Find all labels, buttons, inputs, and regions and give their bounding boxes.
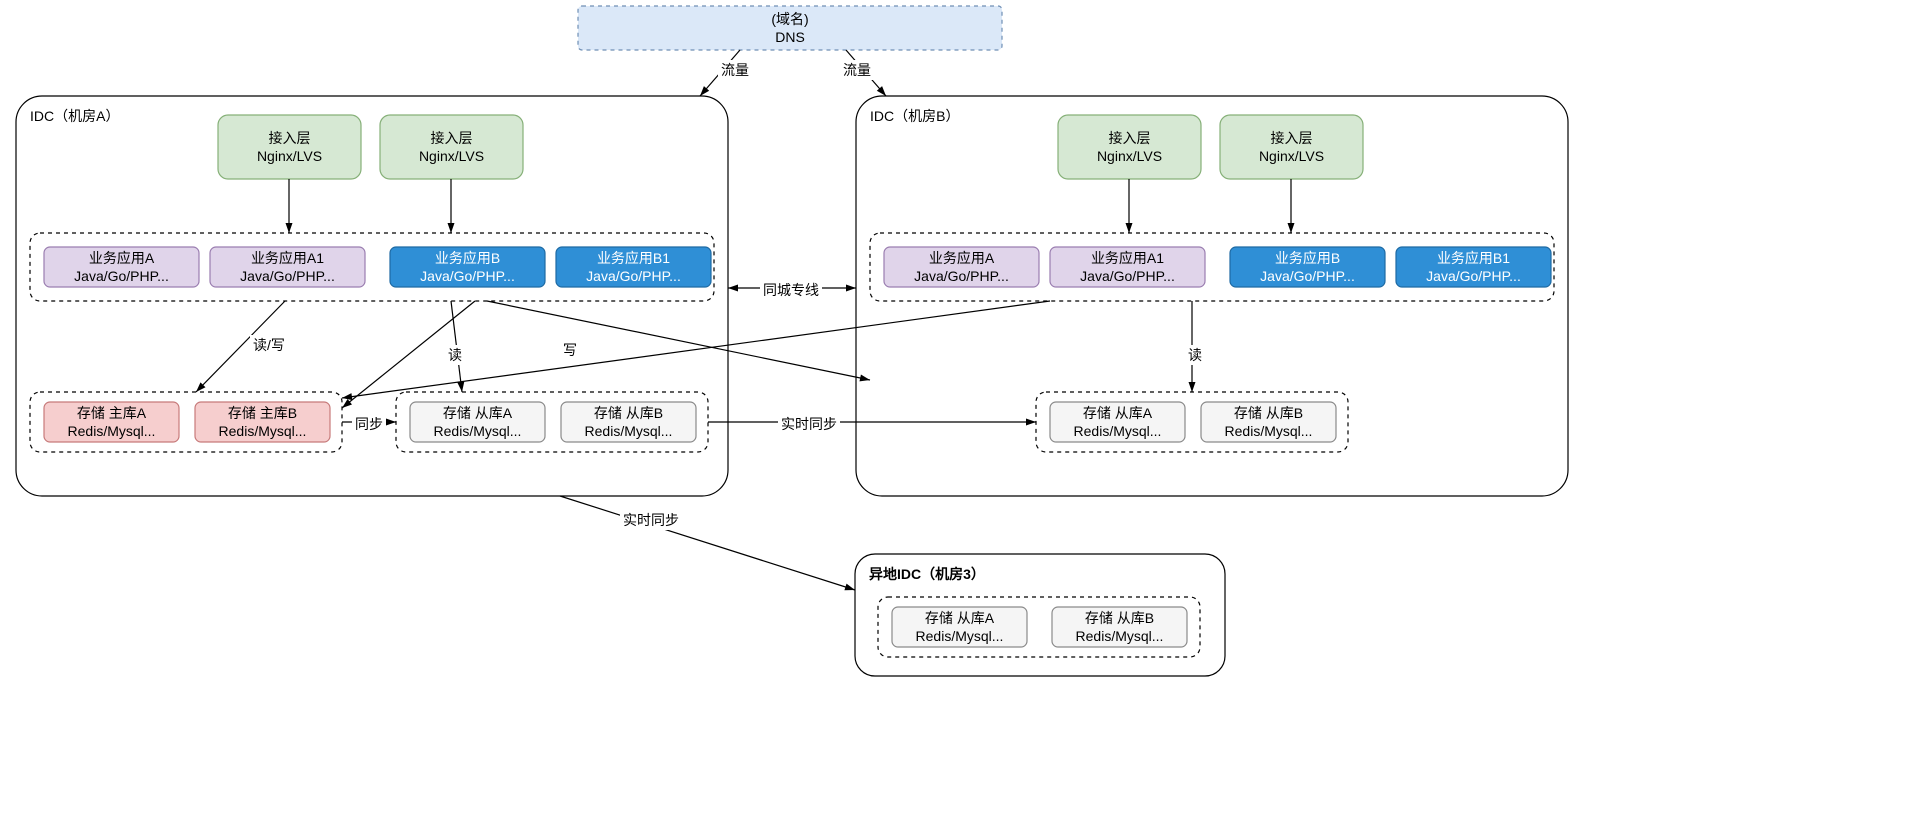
app-node-3: 业务应用B1Java/Go/PHP... [1396,247,1551,287]
slave-node-0: 存储 从库ARedis/Mysql... [410,402,545,442]
access-node-1: 接入层Nginx/LVS [1220,115,1363,179]
edge-label: 实时同步 [620,510,682,530]
edge-label: 写 [560,340,580,360]
region-title: 异地IDC（机房3） [869,564,985,584]
region-title: IDC（机房A） [30,106,119,126]
edge-label: 同步 [352,414,386,434]
slave-node-0: 存储 从库ARedis/Mysql... [1050,402,1185,442]
diagram-html-layer: (域名)DNS IDC（机房A） 接入层Nginx/LVS 接入层Nginx/LVS 业… [0,0,1920,839]
master-node-1: 存储 主库BRedis/Mysql... [195,402,330,442]
edge-label: 流量 [718,60,752,80]
slave-node-1: 存储 从库BRedis/Mysql... [561,402,696,442]
app-node-3: 业务应用B1Java/Go/PHP... [556,247,711,287]
edge-label: 读 [1185,345,1205,365]
edge-label: 读/写 [250,335,288,355]
access-node-0: 接入层Nginx/LVS [218,115,361,179]
dns-node: (域名)DNS [578,6,1002,50]
app-node-2: 业务应用BJava/Go/PHP... [1230,247,1385,287]
edge-label: 流量 [840,60,874,80]
slave-node-1: 存储 从库BRedis/Mysql... [1201,402,1336,442]
access-node-1: 接入层Nginx/LVS [380,115,523,179]
app-node-0: 业务应用AJava/Go/PHP... [884,247,1039,287]
app-node-1: 业务应用A1Java/Go/PHP... [1050,247,1205,287]
edge-label: 读 [445,345,465,365]
app-node-1: 业务应用A1Java/Go/PHP... [210,247,365,287]
master-node-0: 存储 主库ARedis/Mysql... [44,402,179,442]
region-title: IDC（机房B） [870,106,959,126]
access-node-0: 接入层Nginx/LVS [1058,115,1201,179]
app-node-0: 业务应用AJava/Go/PHP... [44,247,199,287]
edge-label: 实时同步 [778,414,840,434]
remote-slave-0: 存储 从库ARedis/Mysql... [892,607,1027,647]
remote-slave-1: 存储 从库BRedis/Mysql... [1052,607,1187,647]
app-node-2: 业务应用BJava/Go/PHP... [390,247,545,287]
edge-label: 同城专线 [760,280,822,300]
